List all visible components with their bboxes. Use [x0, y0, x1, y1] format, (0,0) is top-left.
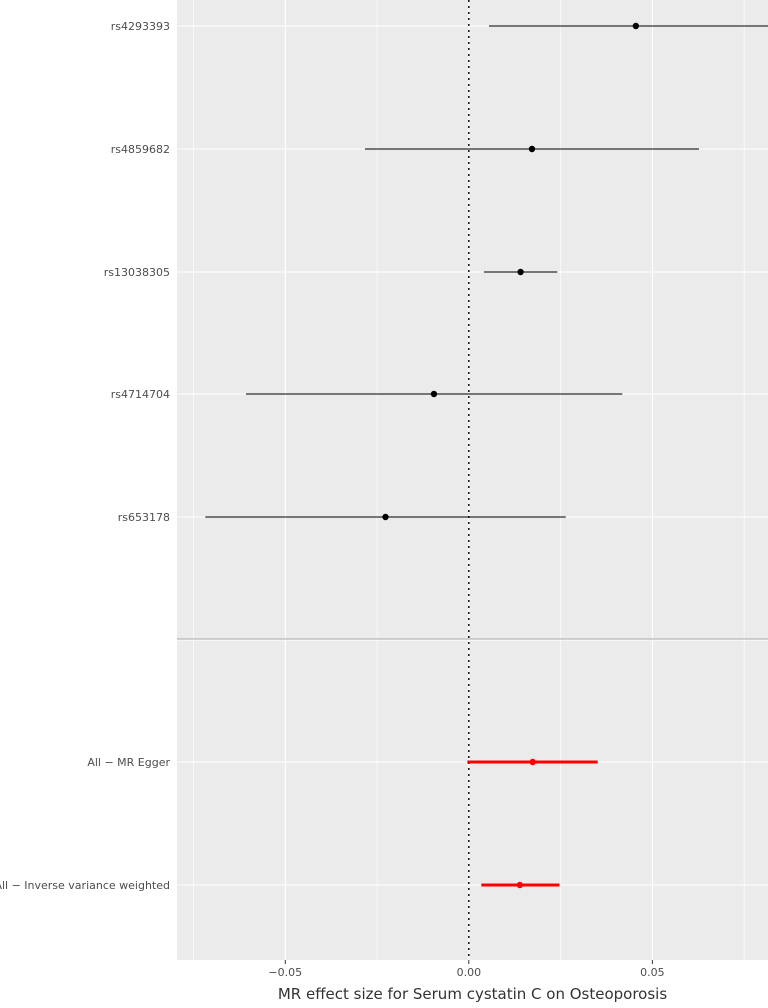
x-tick-label: 0.00 [457, 966, 482, 979]
x-axis-title: MR effect size for Serum cystatin C on O… [278, 985, 668, 1003]
plot-panel [177, 0, 768, 960]
snp-estimate-point [528, 145, 536, 153]
x-tick-label: −0.05 [268, 966, 302, 979]
snp-estimate-point [632, 22, 640, 30]
y-axis-labels: rs4293393 rs4859682 rs13038305 rs4714704 rs6… [0, 20, 170, 892]
snp-label: rs4714704 [111, 388, 170, 401]
snp-label: rs13038305 [104, 266, 170, 279]
summary-estimate-point [529, 758, 536, 766]
snp-label: rs653178 [118, 511, 170, 524]
snp-estimate-point [517, 268, 524, 276]
snp-label: rs4293393 [111, 20, 170, 33]
snp-label: rs4859682 [111, 143, 170, 156]
summary-label: All − Inverse variance weighted [0, 879, 170, 892]
estimate-marks [205, 22, 768, 889]
summary-estimate-point [516, 881, 524, 889]
x-tick-label: 0.05 [640, 966, 665, 979]
snp-estimate-point [430, 390, 438, 398]
summary-label: All − MR Egger [87, 756, 170, 769]
snp-estimate-point [382, 513, 389, 521]
x-axis-ticks: −0.05 0.00 0.05 [268, 960, 665, 979]
